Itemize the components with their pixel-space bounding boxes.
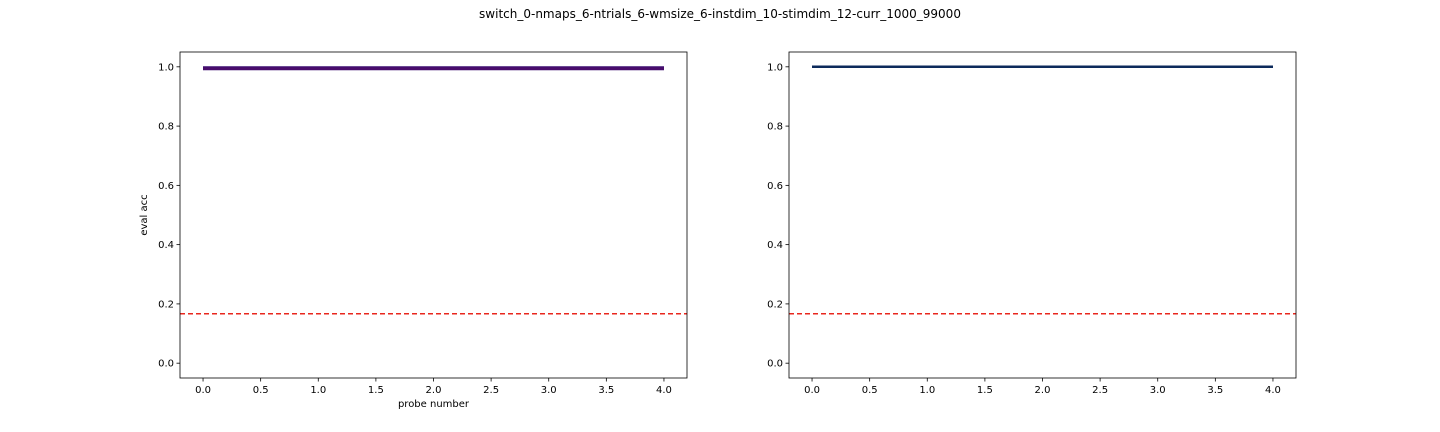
x-tick-label: 0.0 [195, 385, 211, 396]
figure-title: switch_0-nmaps_6-ntrials_6-wmsize_6-inst… [479, 7, 961, 21]
x-tick-label: 2.0 [426, 385, 442, 396]
axes-frame [179, 51, 688, 379]
y-tick-label: 0.8 [767, 122, 783, 133]
x-tick-label: 2.5 [1092, 385, 1108, 396]
x-tick-label: 1.0 [919, 385, 935, 396]
y-tick-label: 0.2 [158, 299, 174, 310]
y-tick-label: 0.4 [767, 240, 783, 251]
y-tick-label: 1.0 [767, 62, 783, 73]
x-tick-label: 1.5 [368, 385, 384, 396]
y-tick-label: 0.6 [767, 181, 783, 192]
x-tick-label: 3.0 [1150, 385, 1166, 396]
y-tick-label: 0.0 [767, 359, 783, 370]
x-tick-label: 4.0 [1265, 385, 1281, 396]
y-tick-label: 0.4 [158, 240, 174, 251]
x-tick-label: 2.5 [483, 385, 499, 396]
x-tick-label: 3.0 [541, 385, 557, 396]
y-tick-label: 0.8 [158, 122, 174, 133]
x-axis-label: probe number [398, 399, 470, 410]
x-tick-label: 0.5 [862, 385, 878, 396]
x-tick-label: 3.5 [1207, 385, 1223, 396]
x-tick-label: 0.0 [804, 385, 820, 396]
x-tick-label: 1.5 [977, 385, 993, 396]
y-tick-label: 1.0 [158, 62, 174, 73]
x-tick-label: 4.0 [656, 385, 672, 396]
axes-panel-2: 0.0 0.5 1.0 1.5 2.0 2.5 3.0 3.5 4.0 0.0 0.2 0.4 0.6 0… [767, 51, 1297, 396]
y-tick-label: 0.6 [158, 181, 174, 192]
y-tick-label: 0.2 [767, 299, 783, 310]
x-tick-label: 0.5 [253, 385, 269, 396]
axes-frame [788, 51, 1297, 379]
y-axis-label: eval acc [139, 194, 150, 235]
x-tick-label: 2.0 [1035, 385, 1051, 396]
x-tick-label: 1.0 [310, 385, 326, 396]
axes-panel-1: 0.0 0.5 1.0 1.5 2.0 2.5 3.0 3.5 4.0 0.0 0.2 0.4 0.6 0… [139, 51, 688, 410]
x-tick-label: 3.5 [598, 385, 614, 396]
y-tick-label: 0.0 [158, 359, 174, 370]
